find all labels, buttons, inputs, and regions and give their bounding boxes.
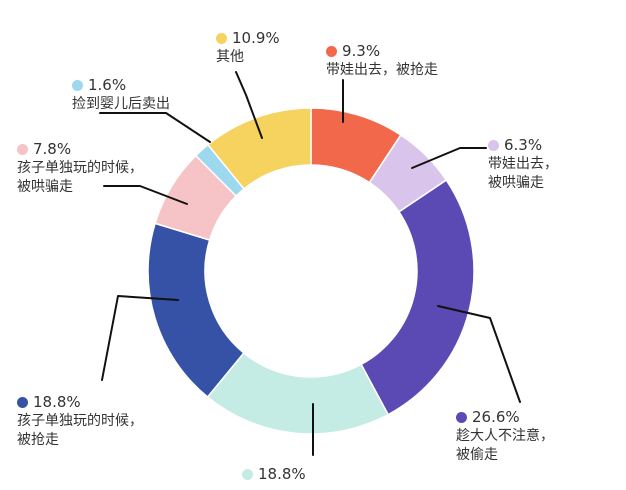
legend-dot-6 bbox=[72, 80, 83, 91]
leader-line-1 bbox=[411, 147, 487, 169]
slice-value: 6.3% bbox=[504, 136, 543, 154]
slice-text: 带娃出去， bbox=[488, 156, 558, 172]
leader-line-6 bbox=[99, 112, 211, 143]
donut-slice-7 bbox=[206, 107, 312, 190]
slice-label-6: 1.6% 捡到婴儿后卖出 bbox=[72, 76, 170, 114]
slice-label-4: 18.8% 孩子单独玩的时候， 被抢走 bbox=[17, 393, 143, 450]
slice-label-2: 26.6% 趁大人不注意， 被偷走 bbox=[456, 408, 554, 465]
slice-label-3: 18.8% bbox=[242, 465, 306, 484]
legend-dot-0 bbox=[326, 46, 337, 57]
slice-value: 10.9% bbox=[232, 29, 280, 47]
slice-text: 其他 bbox=[216, 49, 244, 65]
donut-slice-4 bbox=[147, 222, 245, 399]
slice-label-0: 9.3% 带娃出去，被抢走 bbox=[326, 42, 438, 80]
leader-line-2 bbox=[437, 305, 521, 403]
leader-line-4 bbox=[101, 295, 179, 381]
legend-dot-4 bbox=[17, 397, 28, 408]
legend-dot-1 bbox=[488, 140, 499, 151]
slice-text: 带娃出去，被抢走 bbox=[326, 62, 438, 78]
slice-text: 被哄骗走 bbox=[17, 179, 73, 195]
slice-text: 趁大人不注意， bbox=[456, 428, 554, 444]
slice-value: 1.6% bbox=[88, 76, 127, 94]
slice-text: 被哄骗走 bbox=[488, 175, 544, 191]
slice-label-1: 6.3% 带娃出去， 被哄骗走 bbox=[488, 136, 558, 193]
leader-line-7 bbox=[235, 71, 263, 139]
slice-text: 被抢走 bbox=[17, 432, 59, 448]
slice-label-7: 10.9% 其他 bbox=[216, 29, 280, 67]
legend-dot-7 bbox=[216, 33, 227, 44]
donut-slice-2 bbox=[360, 179, 475, 416]
legend-dot-5 bbox=[17, 144, 28, 155]
leader-line-5 bbox=[103, 185, 188, 205]
slice-value: 26.6% bbox=[472, 408, 520, 426]
slice-label-5: 7.8% 孩子单独玩的时候， 被哄骗走 bbox=[17, 140, 143, 197]
slice-value: 7.8% bbox=[33, 140, 72, 158]
legend-dot-3 bbox=[242, 469, 253, 480]
slice-text: 被偷走 bbox=[456, 447, 498, 463]
slice-value: 18.8% bbox=[258, 465, 306, 483]
slice-value: 9.3% bbox=[342, 42, 381, 60]
slice-text: 孩子单独玩的时候， bbox=[17, 160, 143, 176]
legend-dot-2 bbox=[456, 412, 467, 423]
slice-text: 捡到婴儿后卖出 bbox=[72, 96, 170, 112]
slice-value: 18.8% bbox=[33, 393, 81, 411]
slice-text: 孩子单独玩的时候， bbox=[17, 413, 143, 429]
